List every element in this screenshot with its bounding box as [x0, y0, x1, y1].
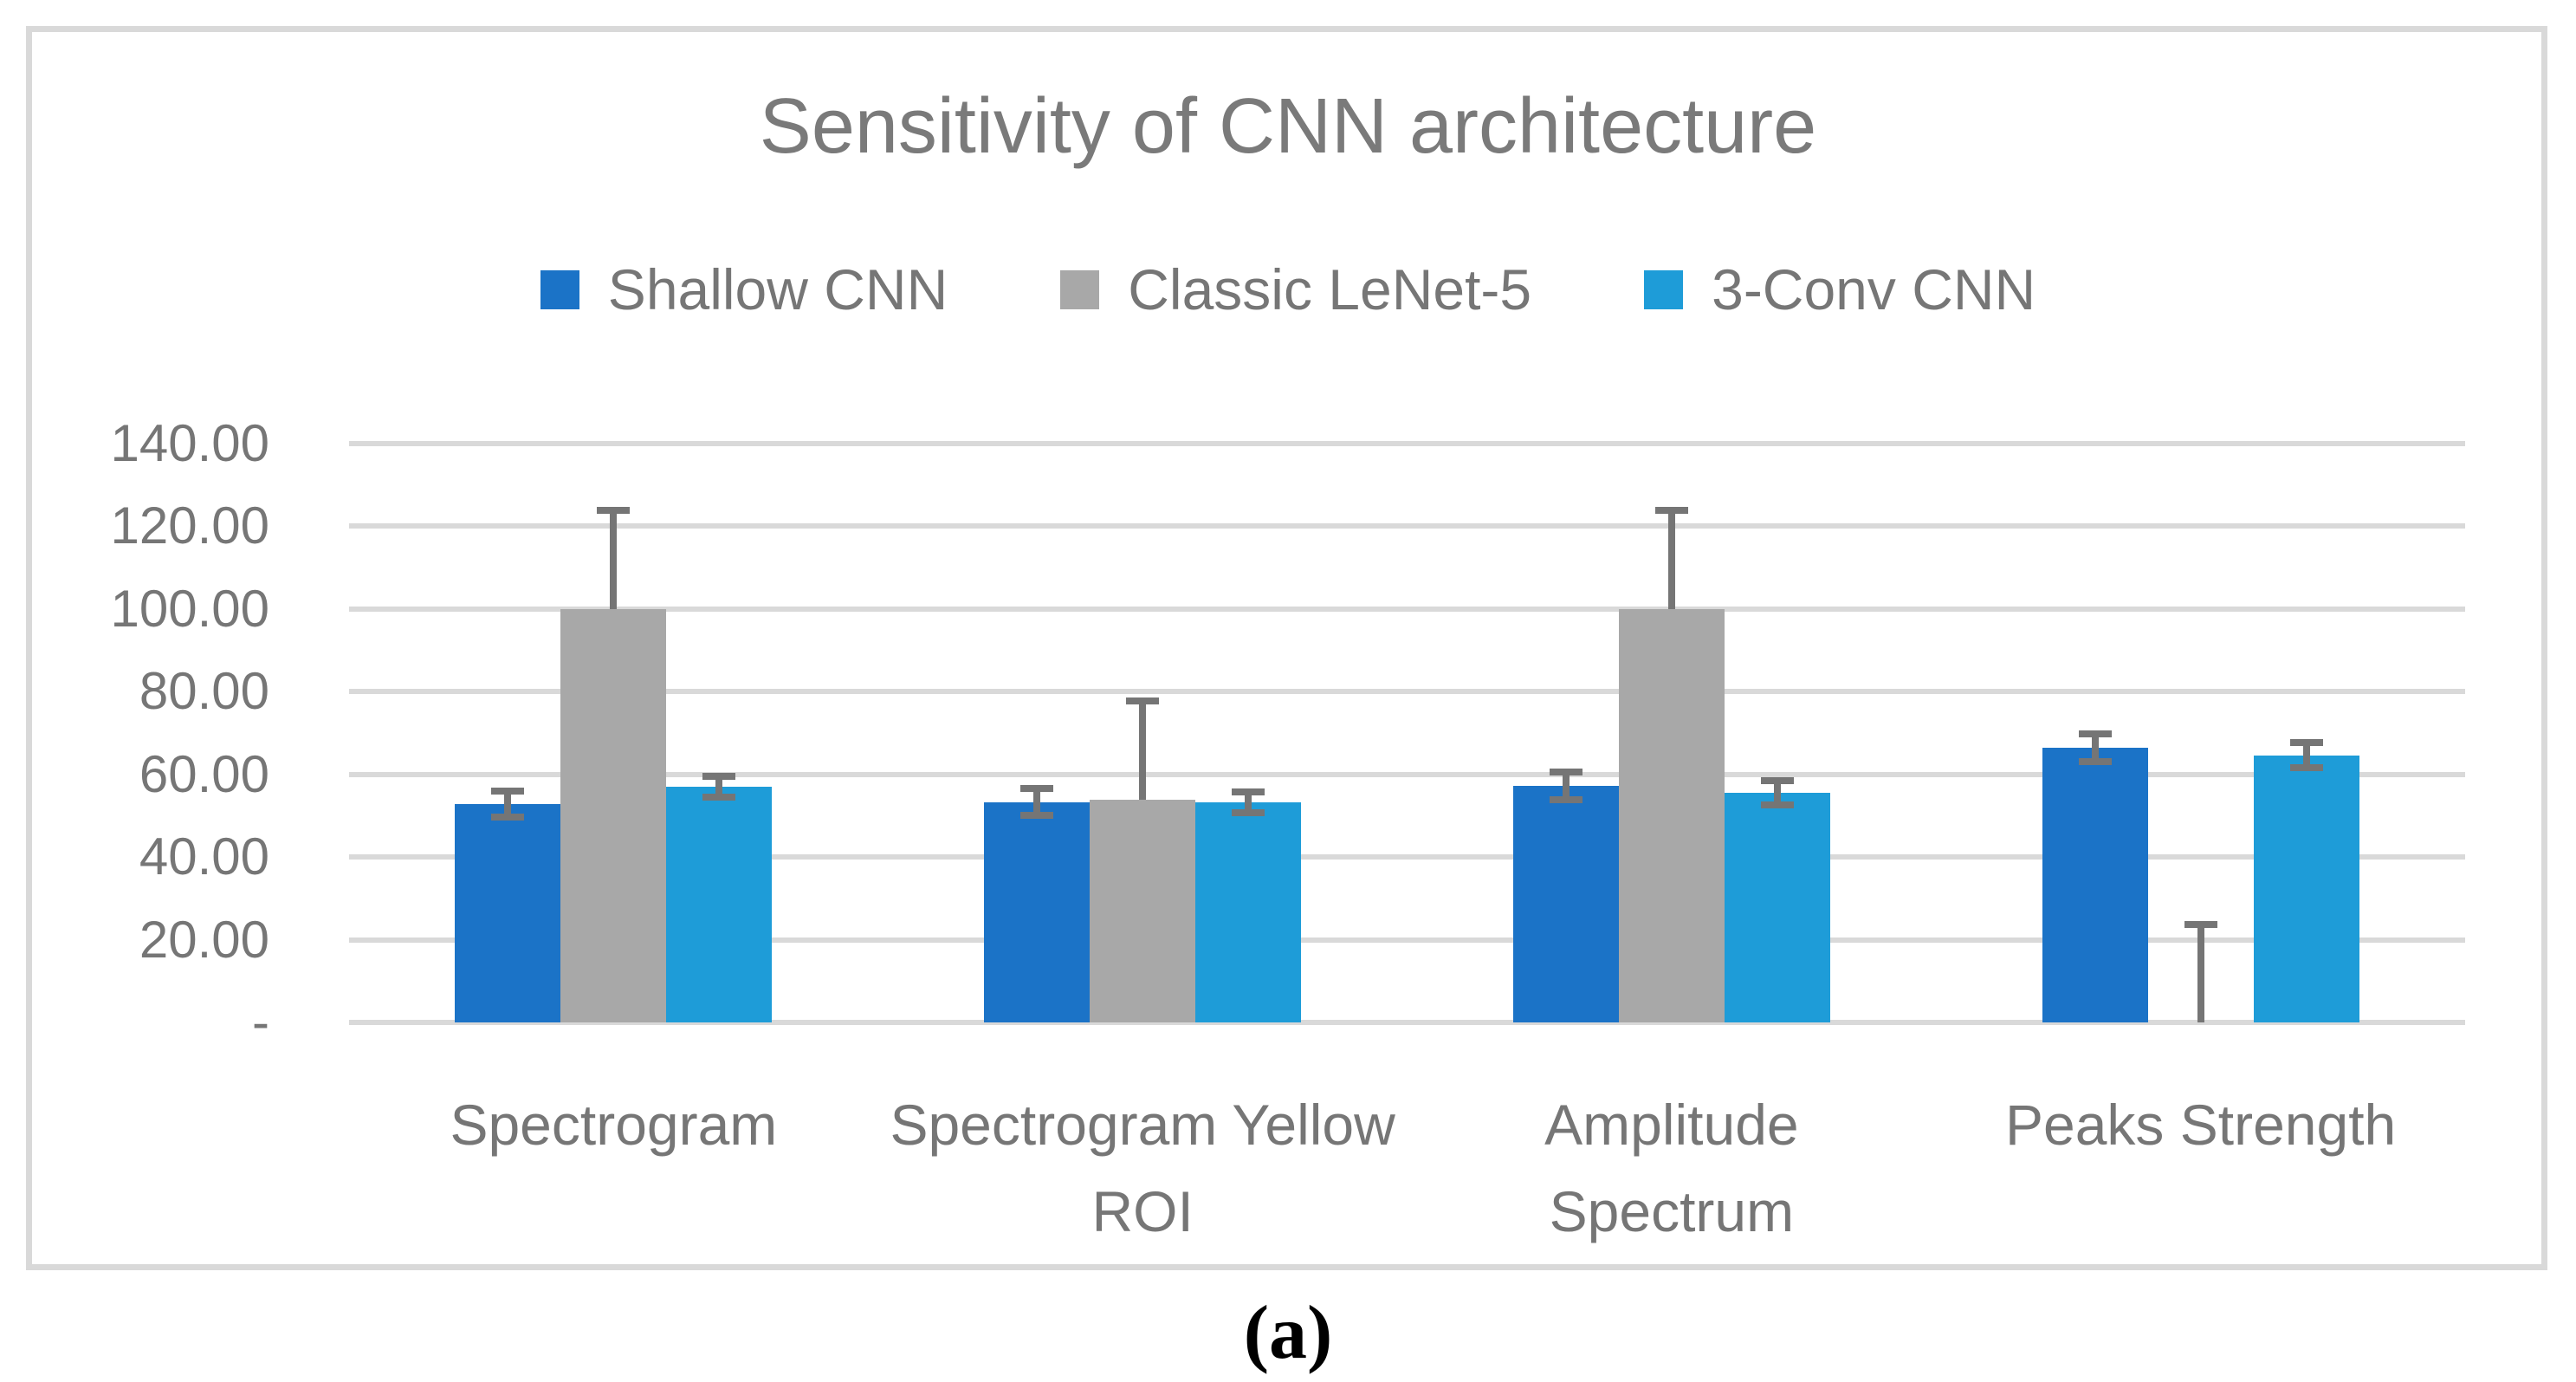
category-label: Peaks Strength: [2004, 1093, 2397, 1157]
error-bar-line: [504, 790, 512, 818]
error-bar-line: [1562, 771, 1570, 801]
category-label: Amplitude Spectrum: [1544, 1093, 1799, 1243]
legend-label: Classic LeNet-5: [1128, 257, 1532, 321]
error-bar-cap-top: [1126, 697, 1160, 704]
error-bar-cap-top: [2289, 739, 2323, 747]
bar-shallow-cnn: [2042, 748, 2148, 1022]
error-bar-cap-top: [2184, 920, 2217, 928]
gridline: [349, 1020, 2465, 1025]
y-tick-label: 60.00: [139, 744, 269, 803]
error-bar-cap-top: [1232, 788, 1265, 796]
gridline: [349, 606, 2465, 612]
error-bar-cap-bottom: [1549, 796, 1582, 804]
error-bar-line: [610, 510, 618, 609]
error-bar-line: [1773, 780, 1781, 805]
error-bar-cap-bottom: [491, 814, 525, 821]
bar-3-conv-cnn: [666, 787, 773, 1022]
error-bar-cap-bottom: [1020, 812, 1054, 820]
error-bar-line: [1667, 510, 1675, 609]
error-bar-cap-bottom: [1760, 801, 1794, 808]
error-bar-cap-top: [1020, 784, 1054, 792]
y-tick-label: 100.00: [110, 579, 269, 638]
error-bar-cap-bottom: [2289, 764, 2323, 772]
category-label: Spectrogram Yellow ROI: [890, 1093, 1395, 1243]
gridline: [349, 854, 2465, 860]
y-tick-label: 20.00: [139, 910, 269, 969]
y-tick-label: 80.00: [139, 662, 269, 721]
error-bar-cap-bottom: [702, 794, 736, 801]
legend-label: Shallow CNN: [607, 257, 948, 321]
gridline: [349, 441, 2465, 446]
legend-item: Classic LeNet-5: [1060, 256, 1531, 322]
error-bar-cap-top: [1760, 776, 1794, 784]
gridline: [349, 689, 2465, 695]
bar-classic-lenet-5: [1090, 799, 1196, 1022]
category-label: Spectrogram: [450, 1093, 778, 1157]
legend-marker: [1060, 269, 1100, 309]
figure-caption: (a): [1243, 1291, 1333, 1375]
error-bar-line: [1139, 700, 1147, 800]
error-bar-cap-top: [1654, 507, 1688, 515]
y-tick-label: 140.00: [110, 414, 269, 472]
chart-frame: [26, 26, 2547, 1270]
error-bar-line: [2197, 924, 2204, 1022]
error-bar-cap-bottom: [1232, 809, 1265, 817]
bar-classic-lenet-5: [1618, 608, 1725, 1022]
gridline: [349, 771, 2465, 777]
chart-title: Sensitivity of CNN architecture: [759, 83, 1817, 170]
error-bar-line: [2091, 734, 2099, 762]
bar-classic-lenet-5: [560, 608, 667, 1022]
legend-marker: [1644, 269, 1684, 309]
error-bar-cap-top: [702, 772, 736, 780]
bar-3-conv-cnn: [1724, 792, 1830, 1022]
y-tick-label: 40.00: [139, 827, 269, 886]
y-tick-label: 120.00: [110, 496, 269, 555]
error-bar-cap-top: [1549, 768, 1582, 775]
legend-item: Shallow CNN: [540, 256, 948, 322]
legend-item: 3-Conv CNN: [1644, 256, 2036, 322]
error-bar-line: [715, 775, 723, 798]
gridline: [349, 523, 2465, 529]
legend-label: 3-Conv CNN: [1712, 257, 2036, 321]
bar-3-conv-cnn: [1195, 802, 1302, 1022]
error-bar-cap-top: [597, 507, 631, 515]
bar-shallow-cnn: [1512, 786, 1619, 1022]
legend-marker: [540, 269, 579, 309]
legend: Shallow CNN Classic LeNet-5 3-Conv CNN: [0, 256, 2576, 322]
error-bar-cap-bottom: [2078, 757, 2112, 765]
error-bar-cap-top: [491, 787, 525, 795]
bar-shallow-cnn: [984, 801, 1091, 1022]
error-bar-cap-top: [2078, 730, 2112, 738]
error-bar-line: [1033, 788, 1041, 816]
y-tick-label: -: [252, 993, 269, 1051]
error-bar-line: [1245, 792, 1252, 814]
gridline: [349, 937, 2465, 943]
error-bar-line: [2302, 743, 2310, 769]
bar-3-conv-cnn: [2253, 755, 2359, 1022]
bar-shallow-cnn: [455, 804, 561, 1022]
